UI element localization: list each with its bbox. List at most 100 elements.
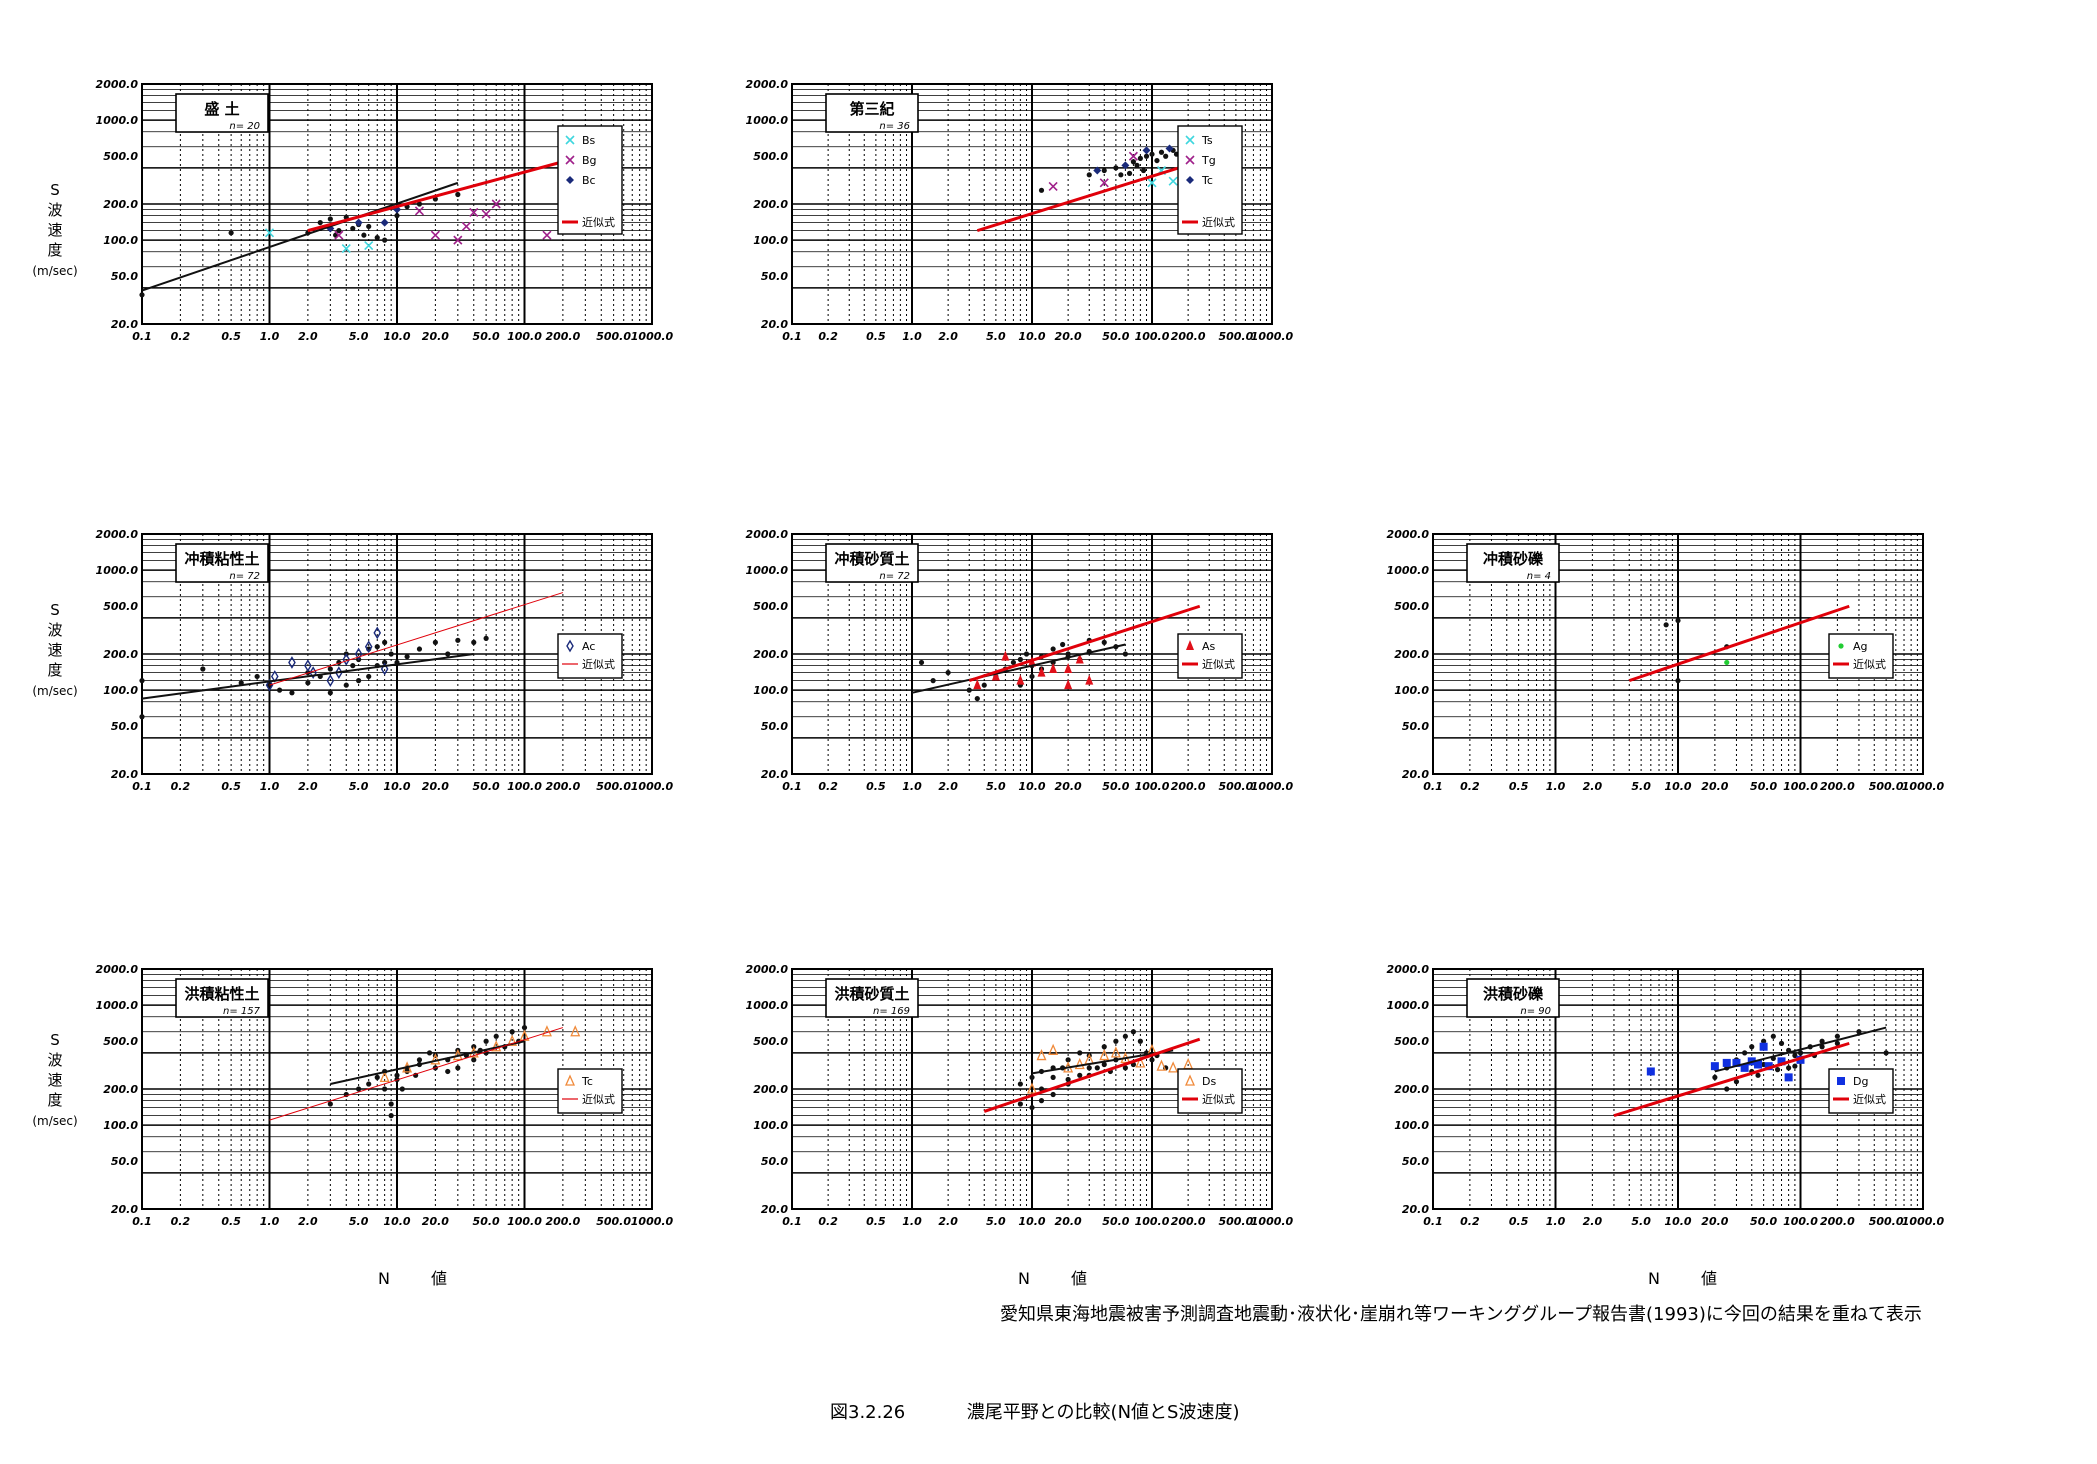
data-point [1077, 1050, 1083, 1056]
series-Bs [264, 228, 374, 254]
data-point [1094, 1065, 1100, 1071]
data-point-Ds [1036, 1048, 1047, 1061]
x-tick-label: 200.0 [545, 1215, 580, 1228]
data-point [1113, 165, 1119, 171]
x-tick-label: 100.0 [1135, 780, 1170, 793]
legend-label: Bg [582, 154, 597, 167]
chart-title: 第三紀 [849, 100, 894, 118]
y-tick-label: 100.0 [753, 1119, 788, 1132]
data-point [1158, 149, 1165, 155]
data-point [1101, 167, 1107, 174]
y-tick-label: 50.0 [761, 720, 788, 733]
y-tick-label: 1000.0 [746, 114, 789, 127]
x-tick-label: 1000.0 [1902, 1215, 1945, 1228]
y-tick-label: 100.0 [753, 684, 788, 697]
y-tick-label: 200.0 [103, 1083, 138, 1096]
data-point [139, 678, 145, 684]
x-tick-label: 0.1 [1423, 1215, 1443, 1228]
x-axis-label: N 値 [378, 1269, 466, 1288]
y-tick-label: 500.0 [1394, 1035, 1429, 1048]
chart-title-box: 洪積粘性土 n= 157 [175, 978, 269, 1018]
x-axis-label: N 値 [1018, 1269, 1106, 1288]
data-point [1122, 651, 1128, 657]
ylabel-char: 度 [47, 1091, 63, 1109]
data-point [509, 1029, 515, 1035]
figure-title: 濃尾平野との比較(N値とS波速度) [966, 1402, 1240, 1423]
data-point-As [991, 670, 1000, 681]
data-point [1143, 153, 1150, 159]
data-point [356, 678, 362, 684]
data-point-As [1064, 662, 1073, 673]
data-point [1038, 187, 1045, 193]
data-point [1065, 1057, 1071, 1063]
ylabel-char: 波 [47, 1051, 63, 1069]
chart-title-box: 第三紀 n= 36 [825, 93, 919, 133]
y-tick-label: 2000.0 [746, 78, 789, 91]
data-point-Tg-stroke [1128, 151, 1138, 161]
data-point [361, 232, 367, 238]
data-point [1770, 1033, 1776, 1039]
data-point-Dg [1754, 1060, 1763, 1069]
data-point-Dg [1784, 1073, 1793, 1082]
data-point [1122, 1065, 1128, 1071]
fit-line-old [1031, 1049, 1174, 1075]
x-tick-label: 1.0 [902, 1215, 922, 1228]
x-tick-label: 50.0 [1102, 330, 1129, 343]
x-tick-label: 200.0 [545, 780, 580, 793]
data-point [1017, 1101, 1023, 1107]
series-Ag [1724, 659, 1730, 666]
legend-label: 近似式 [1853, 1093, 1886, 1106]
data-point [1086, 1065, 1092, 1071]
legend-label: Ac [582, 640, 595, 653]
fit-line-new [269, 592, 564, 686]
data-point-Ac [265, 678, 274, 692]
data-point [1017, 1081, 1023, 1087]
y-tick-label: 500.0 [103, 1035, 138, 1048]
ylabel-char: 波 [47, 621, 63, 639]
data-point-Ds [1168, 1061, 1179, 1073]
grid [1432, 533, 1924, 775]
y-tick-label: 2000.0 [746, 528, 789, 541]
data-point-Ds [1074, 1057, 1085, 1070]
chart-panel-fill: 2000.0 1000.0 500.0 200.0 100.0 50.0 20.0 0.1 0.… [80, 60, 740, 380]
data-point [1130, 159, 1137, 165]
data-point-Bs-stroke [364, 241, 374, 251]
y-tick-label: 200.0 [753, 198, 788, 211]
data-point-Bs [264, 228, 275, 238]
x-tick-label: 2.0 [938, 1215, 958, 1228]
legend-swatch [566, 176, 574, 184]
y-tick-label: 20.0 [111, 768, 138, 781]
legend-swatch-stroke [565, 135, 575, 145]
data-point-Bg [491, 199, 501, 209]
x-tick-label: 0.5 [866, 330, 886, 343]
data-point [366, 673, 372, 680]
data-point-Tc [541, 1025, 552, 1037]
data-point [1086, 172, 1092, 178]
data-point [1010, 659, 1017, 666]
legend: Ac 近似式 [557, 633, 623, 679]
legend: As 近似式 [1177, 633, 1243, 679]
fit-line-old [1714, 1026, 1887, 1073]
data-point-Ts-stroke [1147, 178, 1157, 188]
legend-label: Bc [582, 174, 596, 187]
data-point [416, 201, 423, 207]
data-point-Ts-stroke [1168, 176, 1178, 186]
data-point [1712, 1074, 1718, 1080]
plot-frame [791, 968, 1273, 1210]
data-point [471, 1057, 477, 1063]
legend-label: Dg [1853, 1075, 1868, 1088]
sample-count: n= 157 [223, 1006, 261, 1017]
x-tick-label: 5.0 [349, 330, 369, 343]
fit-line-new [269, 1027, 564, 1121]
y-tick-label: 50.0 [1402, 720, 1429, 733]
x-tick-label: 0.5 [221, 780, 241, 793]
data-point [1050, 1074, 1056, 1080]
x-tick-label: 100.0 [507, 330, 542, 343]
x-tick-label: 1.0 [260, 780, 280, 793]
x-tick-label: 200.0 [1171, 330, 1206, 343]
data-point [432, 639, 438, 645]
data-point [1140, 167, 1147, 174]
legend-label: 近似式 [1202, 216, 1235, 229]
